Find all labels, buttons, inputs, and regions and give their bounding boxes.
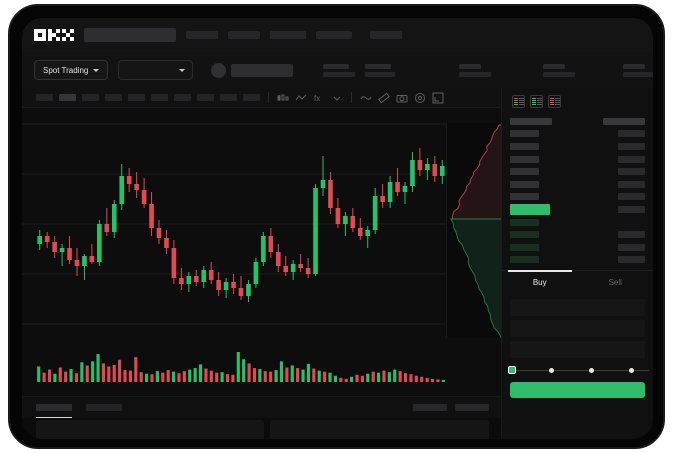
orderbook-ask-row[interactable] — [510, 153, 645, 166]
slider-handle[interactable] — [508, 366, 516, 375]
bottom-panel-row — [22, 418, 653, 439]
timeframe-button-2[interactable] — [59, 94, 76, 101]
order-amount-field[interactable] — [510, 320, 645, 338]
active-tab-underline — [36, 416, 72, 418]
orderbook-ask-row[interactable] — [510, 128, 645, 141]
depth-chart-svg — [450, 124, 503, 342]
bottom-panel-orders[interactable] — [270, 420, 489, 439]
okx-logo-o — [34, 29, 46, 41]
market-header-bar: Spot Trading — [22, 52, 653, 88]
orderbook-ask-row[interactable] — [510, 165, 645, 178]
orderbook-ask-row[interactable] — [510, 191, 645, 204]
svg-text:fx: fx — [314, 94, 320, 103]
timeframe-button-10[interactable] — [243, 94, 260, 101]
candlestick-chart[interactable] — [22, 108, 501, 338]
order-entry-form — [502, 293, 653, 359]
orderbook-bid-row[interactable] — [510, 241, 645, 254]
fullscreen-icon[interactable] — [432, 92, 444, 104]
spot-trading-dropdown[interactable]: Spot Trading — [34, 60, 109, 80]
timeframe-button-6[interactable] — [151, 94, 168, 101]
timeframe-button-7[interactable] — [174, 94, 191, 101]
pair-name-skeleton — [231, 63, 293, 77]
bottom-tab-2[interactable] — [86, 404, 122, 411]
timeframe-button-8[interactable] — [197, 94, 214, 101]
chevron-down-icon — [93, 68, 100, 72]
market-stat-4 — [543, 63, 575, 77]
global-search-input[interactable] — [84, 28, 176, 42]
nav-item-4[interactable] — [316, 31, 352, 39]
orderbook-view-bids-icon[interactable] — [530, 95, 543, 108]
app-screen: Spot Trading — [22, 18, 653, 439]
volume-histogram-svg — [37, 352, 445, 382]
market-stat-1 — [323, 63, 355, 77]
slider-stop-25[interactable] — [549, 367, 554, 373]
spot-trading-label: Spot Trading — [43, 65, 89, 75]
orderbook-view-both-icon[interactable] — [512, 95, 525, 108]
timeframe-button-3[interactable] — [82, 94, 99, 101]
orderbook-ask-row[interactable] — [510, 140, 645, 153]
tab-buy[interactable]: Buy — [502, 270, 578, 293]
okx-logo-x — [62, 29, 74, 41]
place-buy-order-button[interactable] — [510, 382, 645, 399]
timeframe-button-5[interactable] — [128, 94, 145, 101]
order-amount-slider[interactable] — [508, 365, 649, 375]
candlestick-chart-svg — [22, 123, 450, 325]
market-stat-2 — [365, 63, 395, 77]
order-price-field[interactable] — [510, 299, 645, 317]
toolbar-divider — [268, 92, 269, 103]
slider-stop-75[interactable] — [629, 367, 634, 373]
order-book-panel: Buy Sell — [501, 88, 653, 439]
device-frame: Spot Trading — [8, 4, 665, 449]
candlestick-icon[interactable] — [277, 92, 289, 104]
volume-histogram — [22, 338, 501, 396]
camera-icon[interactable] — [396, 92, 408, 104]
orderbook-bid-row[interactable] — [510, 254, 645, 267]
slider-track — [512, 369, 649, 371]
timeframe-button-9[interactable] — [220, 94, 237, 101]
timeframe-button-1[interactable] — [36, 94, 53, 101]
order-total-field[interactable] — [510, 341, 645, 359]
chevron-down-icon — [179, 68, 185, 72]
orderbook-bid-row[interactable] — [510, 216, 645, 229]
orderbook-bid-row[interactable] — [510, 228, 645, 241]
slider-stop-50[interactable] — [589, 367, 594, 373]
indicator-icon[interactable]: fx — [313, 92, 325, 104]
nav-item-5[interactable] — [370, 31, 402, 39]
ruler-icon[interactable] — [378, 92, 390, 104]
orderbook-ask-row[interactable] — [510, 178, 645, 191]
line-chart-icon[interactable] — [295, 92, 307, 104]
orderbook-view-asks-icon[interactable] — [548, 95, 561, 108]
settings-icon[interactable] — [414, 92, 426, 104]
timeframe-button-4[interactable] — [105, 94, 122, 101]
okx-logo-k — [48, 29, 60, 41]
nav-item-1[interactable] — [186, 31, 218, 39]
nav-item-3[interactable] — [270, 31, 306, 39]
wave-icon[interactable] — [360, 92, 372, 104]
order-book-rows[interactable] — [502, 113, 653, 266]
orderbook-last-price-row — [510, 203, 645, 216]
orderbook-view-toggles — [502, 88, 653, 113]
bottom-tab-1[interactable] — [36, 404, 72, 418]
order-book-depth-chart — [446, 123, 503, 345]
market-stat-3 — [459, 63, 491, 77]
market-stat-5 — [623, 63, 653, 77]
chevron-down-icon[interactable] — [331, 92, 343, 104]
top-navigation-bar — [22, 18, 653, 52]
nav-item-2[interactable] — [228, 31, 260, 39]
orderbook-header — [510, 115, 645, 128]
pair-coin-icon — [211, 62, 226, 78]
orders-action-button-1[interactable] — [413, 404, 447, 411]
bottom-panel-positions[interactable] — [36, 420, 264, 439]
okx-logo[interactable] — [34, 29, 74, 41]
tab-sell[interactable]: Sell — [608, 278, 622, 288]
orders-action-button-2[interactable] — [455, 404, 489, 411]
buy-sell-tab-bar: Buy Sell — [502, 270, 653, 293]
toolbar-divider — [351, 92, 352, 103]
chart-toolbar: fx — [22, 88, 501, 108]
orders-tab-bar — [22, 396, 501, 418]
trading-pair-select[interactable] — [118, 60, 193, 80]
